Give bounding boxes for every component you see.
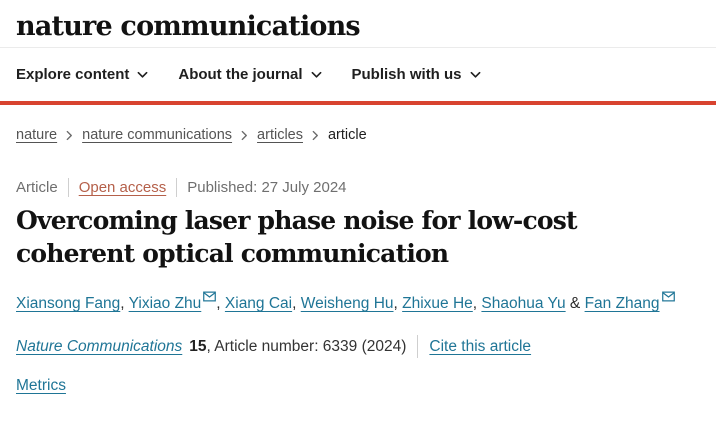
divider — [417, 335, 419, 359]
author-separator: , — [292, 295, 301, 312]
nav-item-about-the-journal[interactable]: About the journal — [178, 66, 321, 83]
author-link[interactable]: Weisheng Hu — [300, 295, 394, 312]
author-separator: , — [393, 295, 403, 312]
breadcrumb-item-articles[interactable]: articles — [257, 127, 303, 143]
chevron-right-icon — [66, 130, 73, 141]
author-link[interactable]: Xiansong Fang — [16, 295, 121, 312]
article-type-label: Article — [16, 179, 58, 196]
article-number: , Article number: 6339 (2024) — [206, 337, 407, 355]
metrics-row: Metrics — [16, 377, 700, 395]
nav-item-publish-with-us[interactable]: Publish with us — [352, 66, 481, 83]
cite-this-article-link[interactable]: Cite this article — [429, 337, 532, 355]
chevron-down-icon — [470, 71, 481, 79]
author-link[interactable]: Zhixue He — [402, 295, 473, 312]
breadcrumb-item-nature-communications[interactable]: nature communications — [82, 127, 233, 143]
author-link[interactable]: Xiang Cai — [224, 295, 293, 312]
divider — [176, 178, 178, 197]
open-access-link[interactable]: Open access — [78, 179, 167, 196]
author-separator: , — [120, 295, 129, 312]
nav-item-explore-content[interactable]: Explore content — [16, 66, 148, 83]
breadcrumb-item-nature[interactable]: nature — [16, 127, 58, 143]
author-link[interactable]: Shaohua Yu — [481, 295, 566, 312]
author-link[interactable]: Yixiao Zhu — [128, 295, 202, 312]
main-nav: Explore content About the journal Publish … — [0, 48, 716, 101]
breadcrumb: nature nature communications articles artic… — [16, 127, 700, 143]
chevron-right-icon — [241, 130, 248, 141]
divider — [67, 178, 69, 197]
author-link[interactable]: Fan Zhang — [584, 295, 660, 312]
brand-rule — [0, 101, 716, 105]
author-list: Xiansong Fang, Yixiao Zhu, Xiang Cai, We… — [16, 291, 700, 315]
nav-item-label: Explore content — [16, 66, 130, 83]
published-date: Published: 27 July 2024 — [187, 179, 347, 196]
citation-row: Nature Communications 15 , Article numbe… — [16, 335, 700, 359]
journal-link[interactable]: Nature Communications — [16, 337, 183, 355]
author-separator: , — [216, 295, 225, 312]
author-separator: , — [472, 295, 482, 312]
breadcrumb-item-article: article — [327, 127, 367, 143]
journal-logo[interactable]: nature communications — [16, 11, 361, 42]
chevron-right-icon — [312, 130, 319, 141]
nav-item-label: About the journal — [178, 66, 303, 83]
article-meta-row: Article Open access Published: 27 July 2… — [16, 178, 700, 197]
chevron-down-icon — [137, 71, 148, 79]
email-icon[interactable] — [661, 291, 675, 302]
nav-item-label: Publish with us — [351, 66, 462, 83]
metrics-link[interactable]: Metrics — [16, 377, 66, 395]
article-title: Overcoming laser phase noise for low-cos… — [16, 206, 578, 268]
volume-number: 15 — [189, 337, 207, 355]
site-header: nature communications — [0, 0, 716, 48]
article-header: nature nature communications articles artic… — [0, 127, 716, 395]
email-icon[interactable] — [203, 291, 217, 302]
chevron-down-icon — [311, 71, 322, 79]
author-separator: & — [565, 295, 585, 312]
